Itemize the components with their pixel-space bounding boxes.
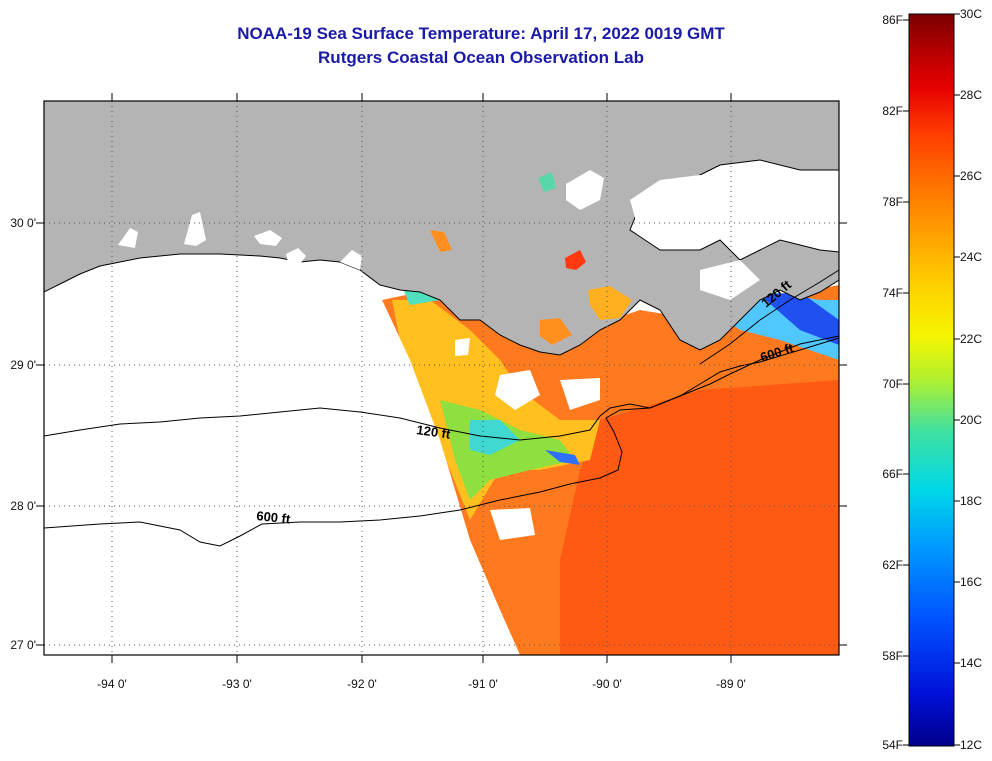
map-frame — [43, 100, 840, 656]
lon-label: -94 0' — [97, 677, 127, 691]
sst-plume-blue — [545, 450, 580, 465]
colorbar-label-c: 24C — [960, 250, 982, 264]
contour-label-120ft: 120 ft — [416, 422, 452, 442]
bay-white — [760, 175, 839, 240]
lake-warm — [540, 318, 572, 345]
colorbar-label-c: 16C — [960, 575, 982, 589]
map-title: NOAA-19 Sea Surface Temperature: April 1… — [237, 24, 725, 43]
colorbar — [908, 13, 955, 747]
bay-white — [184, 212, 206, 246]
cloud-gap — [490, 508, 535, 540]
colorbar-label-f: 54F — [882, 738, 903, 752]
lake-warm — [430, 230, 452, 252]
frame-ticks — [36, 93, 847, 663]
colorbar-label-f: 58F — [882, 649, 903, 663]
colorbar-label-c: 28C — [960, 88, 982, 102]
contour-120ft-west — [43, 335, 840, 441]
lon-label: -93 0' — [222, 677, 252, 691]
lake-warm — [565, 250, 586, 270]
bathymetry-contours — [43, 269, 840, 547]
lat-label: 29 0' — [10, 358, 36, 372]
map-subtitle: Rutgers Coastal Ocean Observation Lab — [318, 48, 644, 67]
lon-label: -91 0' — [468, 677, 498, 691]
colorbar-label-f: 62F — [882, 558, 903, 572]
colorbar-label-f: 78F — [882, 195, 903, 209]
sst-ne-blue — [760, 292, 839, 345]
colorbar-label-c: 30C — [960, 7, 982, 21]
bay-white — [286, 248, 306, 264]
cloud-gap — [560, 378, 600, 410]
lon-label: -92 0' — [347, 677, 377, 691]
lat-label: 28 0' — [10, 499, 36, 513]
contour-600ft — [43, 337, 840, 547]
contour-label-600ft: 600 ft — [256, 508, 292, 527]
lat-label: 30 0' — [10, 216, 36, 230]
colorbar-ticks — [903, 13, 960, 746]
contour-120ft-east — [699, 269, 840, 365]
colorbar-label-c: 18C — [960, 494, 982, 508]
colorbar-label-f: 82F — [882, 104, 903, 118]
colorbar-label-c: 14C — [960, 656, 982, 670]
lake-cool — [538, 172, 556, 192]
bay-white — [700, 260, 760, 300]
cloud-gap — [455, 338, 470, 356]
colorbar-label-f: 86F — [882, 13, 903, 27]
colorbar-label-f: 74F — [882, 286, 903, 300]
lake-cool — [588, 286, 632, 320]
colorbar-label-f: 66F — [882, 467, 903, 481]
lat-label: 27 0' — [10, 638, 36, 652]
colorbar-label-f: 70F — [882, 377, 903, 391]
colorbar-label-c: 22C — [960, 332, 982, 346]
bay-white — [118, 228, 138, 248]
bay-white — [254, 230, 282, 246]
sst-warm-core — [560, 380, 839, 655]
lon-label: -90 0' — [592, 677, 622, 691]
colorbar-label-c: 20C — [960, 413, 982, 427]
bay-white — [566, 170, 604, 210]
colorbar-label-c: 26C — [960, 169, 982, 183]
bay-white — [630, 175, 720, 235]
land-mass — [44, 101, 839, 356]
bay-white — [340, 250, 362, 270]
colorbar-label-c: 12C — [960, 738, 982, 752]
cloud-gap — [495, 370, 540, 410]
lon-label: -89 0' — [716, 677, 746, 691]
